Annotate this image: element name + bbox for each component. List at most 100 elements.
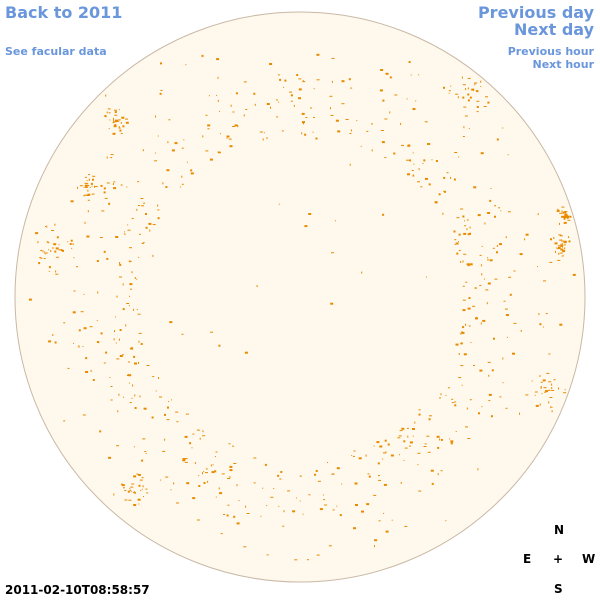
facula-mark (513, 322, 517, 324)
facula-mark (316, 554, 320, 556)
previous-hour-link[interactable]: Previous hour (507, 45, 594, 58)
facula-mark (360, 145, 362, 147)
facula-mark (266, 103, 270, 105)
facula-mark (539, 403, 541, 406)
facula-mark (121, 484, 125, 487)
facula-mark (219, 110, 220, 112)
facula-mark (216, 94, 218, 96)
facula-mark (469, 226, 471, 229)
facula-mark (276, 116, 279, 118)
facula-mark (548, 353, 551, 355)
facula-mark (451, 398, 454, 400)
facula-mark (468, 297, 471, 299)
facula-mark (283, 86, 285, 88)
facula-mark (277, 74, 280, 76)
facula-mark (512, 352, 515, 355)
facula-mark (51, 247, 54, 249)
facula-mark (407, 435, 409, 438)
facula-mark (136, 309, 138, 311)
facula-mark (504, 308, 508, 310)
facula-mark (266, 554, 269, 556)
facula-mark (404, 447, 408, 449)
facula-mark (110, 399, 113, 401)
facula-mark (394, 94, 398, 96)
facula-mark (96, 186, 98, 187)
facula-mark (131, 218, 134, 219)
facula-mark (118, 393, 120, 396)
facula-mark (52, 334, 54, 336)
facula-mark (296, 497, 298, 499)
compass-north: N (554, 523, 565, 537)
facula-mark (121, 483, 123, 485)
facula-mark (55, 256, 59, 258)
faculae-layer (28, 53, 576, 561)
facula-mark (350, 87, 353, 89)
facula-mark (112, 132, 116, 135)
facula-mark (460, 332, 462, 335)
facula-mark (73, 290, 76, 292)
facula-mark (228, 476, 231, 478)
next-hour-link[interactable]: Next hour (532, 58, 595, 71)
facula-mark (201, 54, 204, 57)
facula-mark (559, 235, 563, 237)
facula-mark (217, 151, 221, 153)
facula-mark (477, 214, 481, 217)
facula-mark (493, 337, 495, 340)
facula-mark (308, 494, 311, 496)
facula-mark (281, 130, 284, 132)
facula-mark (185, 413, 189, 415)
facula-mark (99, 430, 102, 433)
facula-mark (366, 130, 369, 132)
facula-mark (44, 253, 46, 255)
facula-mark (130, 288, 132, 290)
facula-mark (563, 221, 567, 224)
facula-mark (468, 325, 471, 327)
facula-mark (185, 64, 187, 66)
facula-mark (229, 469, 233, 472)
facula-mark (114, 111, 117, 113)
facula-mark (207, 128, 210, 130)
facula-mark (48, 270, 50, 272)
facula-mark (410, 74, 412, 76)
facula-mark (85, 182, 89, 184)
facula-mark (412, 108, 416, 110)
facula-mark (84, 182, 86, 184)
next-day-link[interactable]: Next day (514, 20, 594, 39)
facula-mark (149, 229, 151, 232)
facula-mark (218, 152, 221, 154)
facula-mark (315, 470, 318, 472)
facula-mark (490, 415, 493, 418)
facula-mark (104, 115, 107, 117)
facula-mark (442, 212, 444, 215)
facula-mark (382, 213, 385, 216)
facula-mark (466, 407, 468, 410)
facula-mark (455, 431, 457, 432)
facula-mark (127, 490, 130, 493)
facula-mark (141, 459, 144, 462)
facula-mark (236, 484, 238, 487)
facula-mark (116, 358, 120, 360)
facula-mark (440, 470, 443, 472)
facula-mark (380, 69, 384, 71)
facula-mark (373, 494, 377, 496)
facula-mark (301, 112, 305, 115)
facula-mark (223, 514, 225, 515)
facula-mark (563, 244, 566, 246)
facula-mark (106, 182, 110, 184)
facula-mark (90, 182, 93, 185)
facula-mark (560, 248, 564, 251)
facula-mark (115, 316, 116, 318)
facula-mark (555, 250, 556, 253)
facula-mark (444, 190, 446, 193)
facula-mark (133, 308, 134, 311)
see-facular-data-link[interactable]: See facular data (5, 45, 107, 58)
facula-mark (155, 390, 157, 392)
facula-mark (551, 406, 553, 408)
facula-mark (417, 181, 420, 183)
facula-mark (175, 411, 179, 413)
facula-mark (417, 452, 421, 454)
back-to-year-link[interactable]: Back to 2011 (5, 3, 123, 22)
facula-mark (84, 221, 86, 224)
previous-day-link[interactable]: Previous day (477, 3, 594, 22)
facula-mark (551, 390, 555, 391)
